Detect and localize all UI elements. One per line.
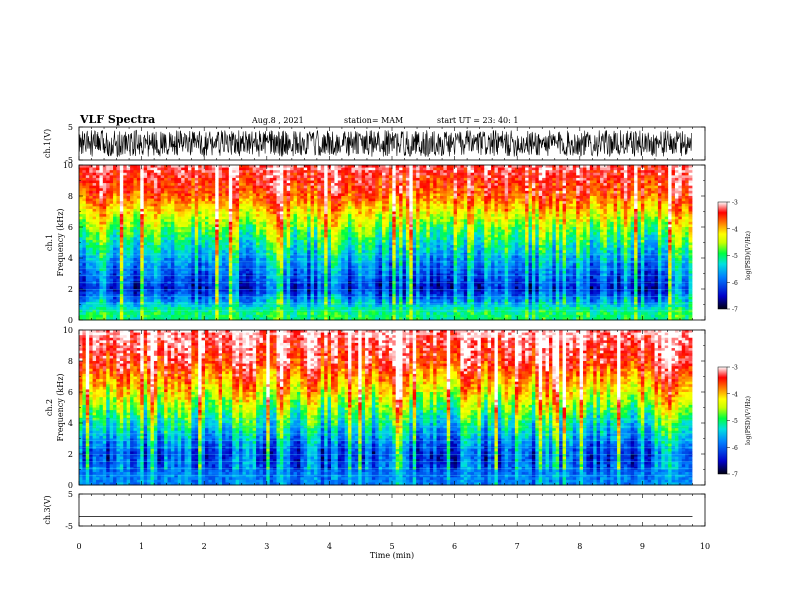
ch3-waveform-y-tick-label: 5 (68, 490, 73, 499)
ch2-spectrogram-y-tick-label: 2 (68, 450, 73, 459)
x-tick-label: 2 (202, 542, 207, 551)
ch1-colorbar-tick-label: -4 (732, 226, 738, 233)
x-tick-label: 6 (452, 542, 457, 551)
ch1-spectrogram-y-tick-label: 2 (68, 285, 73, 294)
ch1-colorbar-tick-label: -7 (732, 307, 738, 314)
ch1-spectrogram-y-tick-label: 6 (68, 223, 73, 232)
ch1-waveform-y-tick-label: 5 (68, 123, 73, 132)
ch2-spectrogram (79, 330, 692, 485)
ch1-spectrogram-y-tick-label: 0 (68, 316, 73, 325)
ch2-colorbar-label: log(PSD)(V²/Hz) (745, 396, 752, 445)
ch1-colorbar-tick-label: -3 (732, 200, 738, 207)
ch3-waveform-frame (79, 494, 705, 526)
x-tick-label: 7 (515, 542, 520, 551)
ch2-spectrogram-y-tick-label: 6 (68, 388, 73, 397)
x-tick-label: 8 (577, 542, 582, 551)
ch2-spectrogram-y-tick-label: 0 (68, 481, 73, 490)
ch1-colorbar-tick-label: -5 (732, 253, 738, 260)
ch1-spectrogram-y-tick-label: 10 (63, 161, 73, 170)
ch2-colorbar (718, 367, 727, 474)
ch2-spectrogram-ylabel-freq: Frequency (kHz) (56, 373, 65, 441)
ch2-spectrogram-ylabel-channel: ch.2 (45, 399, 54, 416)
x-tick-label: 4 (327, 542, 332, 551)
ch2-spectrogram-y-tick-label: 10 (63, 326, 73, 335)
ch2-colorbar-tick-label: -6 (732, 445, 738, 452)
x-tick-label: 10 (700, 542, 710, 551)
ch2-colorbar-tick-label: -5 (732, 418, 738, 425)
ch1-colorbar-tick-label: -6 (732, 280, 738, 287)
ch1-spectrogram-y-tick-label: 8 (68, 192, 73, 201)
ch1-spectrogram (79, 165, 692, 320)
ch1-colorbar (718, 202, 727, 309)
x-tick-label: 9 (640, 542, 645, 551)
x-axis-title: Time (min) (370, 551, 414, 560)
ch1-spectrogram-ylabel-channel: ch.1 (45, 234, 54, 251)
ch2-spectrogram-y-tick-label: 4 (68, 419, 73, 428)
x-tick-label: 1 (139, 542, 144, 551)
x-tick-label: 5 (389, 542, 394, 551)
ch2-colorbar-tick-label: -3 (732, 365, 738, 372)
x-tick-label: 3 (264, 542, 269, 551)
ch2-colorbar-tick-label: -7 (732, 472, 738, 479)
ch1-spectrogram-y-tick-label: 4 (68, 254, 73, 263)
ch1-colorbar-label: log(PSD)(V²/Hz) (745, 231, 752, 280)
ch3-waveform-y-tick-label: -5 (65, 522, 73, 531)
ch1-waveform-ylabel: ch.1(V) (43, 129, 52, 158)
ch1-waveform-line (79, 130, 692, 156)
x-tick-label: 0 (76, 542, 81, 551)
ch2-colorbar-tick-label: -4 (732, 391, 738, 398)
ch3-waveform-ylabel: ch.3(V) (43, 495, 52, 524)
ch2-spectrogram-y-tick-label: 8 (68, 357, 73, 366)
ch1-spectrogram-ylabel-freq: Frequency (kHz) (56, 208, 65, 276)
